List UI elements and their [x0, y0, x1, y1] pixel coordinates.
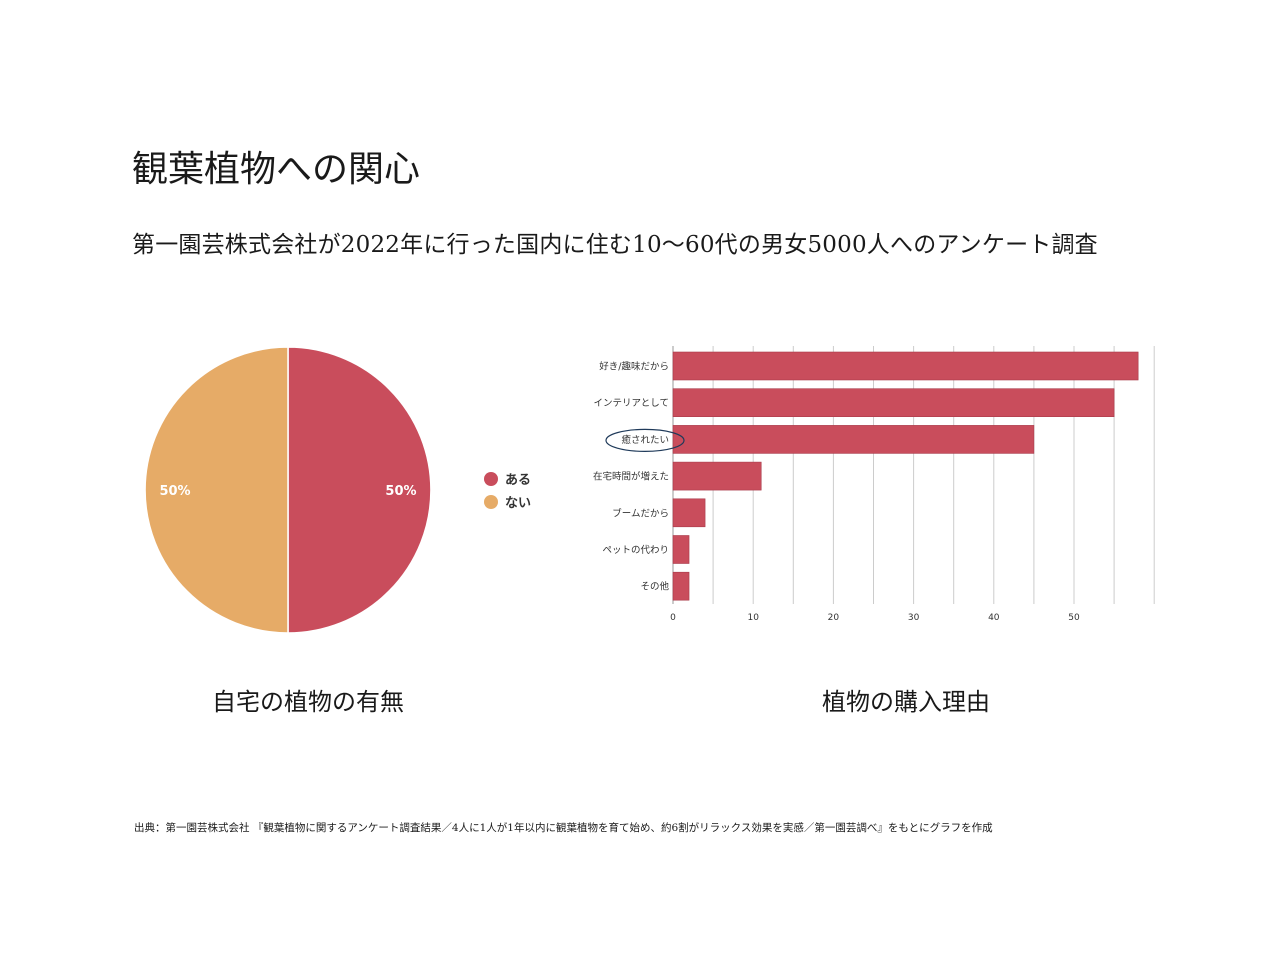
bar-3 — [672, 461, 762, 491]
bar-6 — [672, 571, 690, 601]
page-subtitle: 第一園芸株式会社が2022年に行った国内に住む10〜60代の男女5000人へのア… — [132, 232, 1098, 258]
x-tick-label-1: 10 — [747, 613, 759, 623]
bar-5 — [672, 535, 690, 564]
legend-swatch-0 — [484, 472, 498, 486]
pie-slice-label-0: 50% — [385, 484, 416, 499]
category-label-5: ペットの代わり — [602, 545, 669, 556]
category-label-0: 好き/趣味だから — [599, 361, 669, 373]
bar-4 — [672, 498, 706, 528]
pie-slice-1 — [144, 346, 289, 634]
category-label-6: その他 — [640, 581, 669, 593]
legend-label-0: ある — [505, 473, 531, 488]
pie-chart-title: 自宅の植物の有無 — [212, 688, 404, 716]
x-tick-label-0: 0 — [670, 613, 676, 623]
x-tick-label-3: 30 — [908, 613, 920, 623]
x-tick-label-4: 40 — [988, 613, 1000, 623]
category-label-4: ブームだから — [612, 507, 669, 519]
page-title: 観葉植物への関心 — [132, 149, 421, 190]
x-tick-label-5: 50 — [1068, 613, 1080, 623]
category-label-1: インテリアとして — [593, 398, 669, 409]
legend-swatch-1 — [484, 495, 498, 509]
pie-slice-label-1: 50% — [159, 484, 190, 499]
bar-1 — [672, 388, 1115, 418]
bar-chart: 0 10 20 30 40 50 好き/趣味だからインテリアとして癒されたい在宅時間が増えた… — [593, 346, 1155, 623]
x-tick-label-2: 20 — [828, 613, 840, 623]
highlight-ellipse — [605, 428, 685, 452]
category-label-3: 在宅時間が増えた — [593, 471, 669, 483]
bar-chart-title: 植物の購入理由 — [822, 688, 990, 716]
bar-2 — [672, 425, 1035, 454]
source-note: 出典：第一園芸株式会社 『観葉植物に関するアンケート調査結果／4人に1人が1年以… — [134, 822, 993, 834]
category-label-2: 癒されたい — [621, 434, 669, 446]
pie-slice-0 — [287, 346, 432, 634]
legend-label-1: ない — [505, 496, 531, 511]
bar-0 — [672, 351, 1139, 381]
